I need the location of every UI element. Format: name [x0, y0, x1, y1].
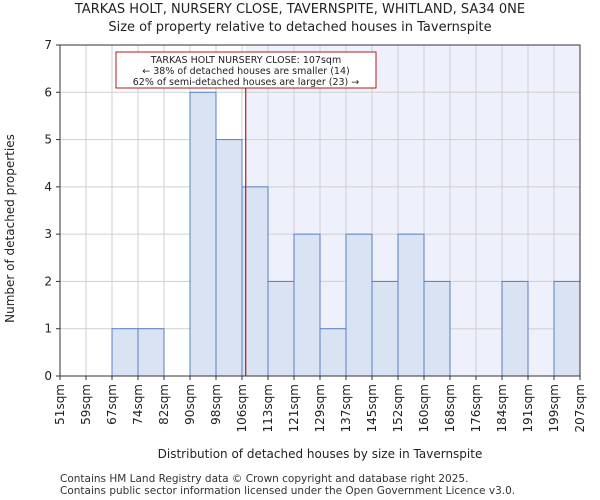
- y-tick-label: 3: [44, 227, 52, 241]
- x-tick-label: 176sqm: [469, 384, 483, 432]
- x-tick-label: 113sqm: [261, 384, 275, 432]
- histogram-bar: [215, 139, 243, 377]
- x-tick-label: 98sqm: [209, 384, 223, 425]
- x-tick-label: 121sqm: [287, 384, 301, 432]
- chart-title: TARKAS HOLT, NURSERY CLOSE, TAVERNSPITE,…: [74, 2, 526, 17]
- x-tick-label: 74sqm: [131, 384, 145, 425]
- y-tick-label: 0: [44, 369, 52, 383]
- histogram-bar: [501, 280, 529, 377]
- histogram-bar: [293, 233, 321, 377]
- histogram-bar: [189, 91, 217, 377]
- y-tick-label: 5: [44, 133, 52, 147]
- histogram-bar: [111, 328, 139, 377]
- x-tick-label: 207sqm: [573, 384, 587, 432]
- histogram-bar: [423, 280, 451, 377]
- y-tick-label: 2: [44, 274, 52, 288]
- footer-line-2: Contains public sector information licen…: [60, 485, 516, 497]
- x-tick-label: 51sqm: [53, 384, 67, 425]
- footer-line-1: Contains HM Land Registry data © Crown c…: [60, 473, 469, 485]
- y-tick-label: 1: [44, 322, 52, 336]
- y-tick-label: 4: [44, 180, 52, 194]
- chart-subtitle: Size of property relative to detached ho…: [108, 20, 492, 35]
- histogram-bar: [553, 280, 581, 377]
- histogram-bar: [319, 328, 347, 377]
- y-axis-label: Number of detached properties: [3, 134, 17, 323]
- x-tick-label: 152sqm: [391, 384, 405, 432]
- annotation-box: [115, 51, 377, 89]
- histogram-bar: [345, 233, 373, 377]
- x-tick-label: 168sqm: [443, 384, 457, 432]
- x-tick-label: 199sqm: [547, 384, 561, 432]
- histogram-bar: [397, 233, 425, 377]
- x-tick-label: 137sqm: [339, 384, 353, 432]
- x-tick-label: 90sqm: [183, 384, 197, 425]
- x-tick-label: 191sqm: [521, 384, 535, 432]
- x-tick-label: 67sqm: [105, 384, 119, 425]
- y-tick-label: 7: [44, 38, 52, 52]
- x-tick-label: 129sqm: [313, 384, 327, 432]
- x-tick-label: 59sqm: [79, 384, 93, 425]
- annotation-line-1: TARKAS HOLT NURSERY CLOSE: 107sqm: [150, 55, 341, 66]
- x-tick-label: 106sqm: [235, 384, 249, 432]
- annotation-line-2: ← 38% of detached houses are smaller (14…: [142, 66, 349, 77]
- y-tick-label: 6: [44, 85, 52, 99]
- histogram-bar: [371, 280, 399, 377]
- x-tick-label: 82sqm: [157, 384, 171, 425]
- x-axis-label: Distribution of detached houses by size …: [158, 447, 483, 461]
- annotation-line-3: 62% of semi-detached houses are larger (…: [133, 77, 360, 88]
- x-tick-label: 184sqm: [495, 384, 509, 432]
- x-tick-label: 145sqm: [365, 384, 379, 432]
- histogram-bar: [267, 280, 295, 377]
- histogram-chart: 0 1 2 3 4 5 6 7 51sqm 59sqm 67sqm 74sqm 82sqm 90sqm 98…: [3, 38, 587, 461]
- histogram-bar: [137, 328, 165, 377]
- x-tick-label: 160sqm: [417, 384, 431, 432]
